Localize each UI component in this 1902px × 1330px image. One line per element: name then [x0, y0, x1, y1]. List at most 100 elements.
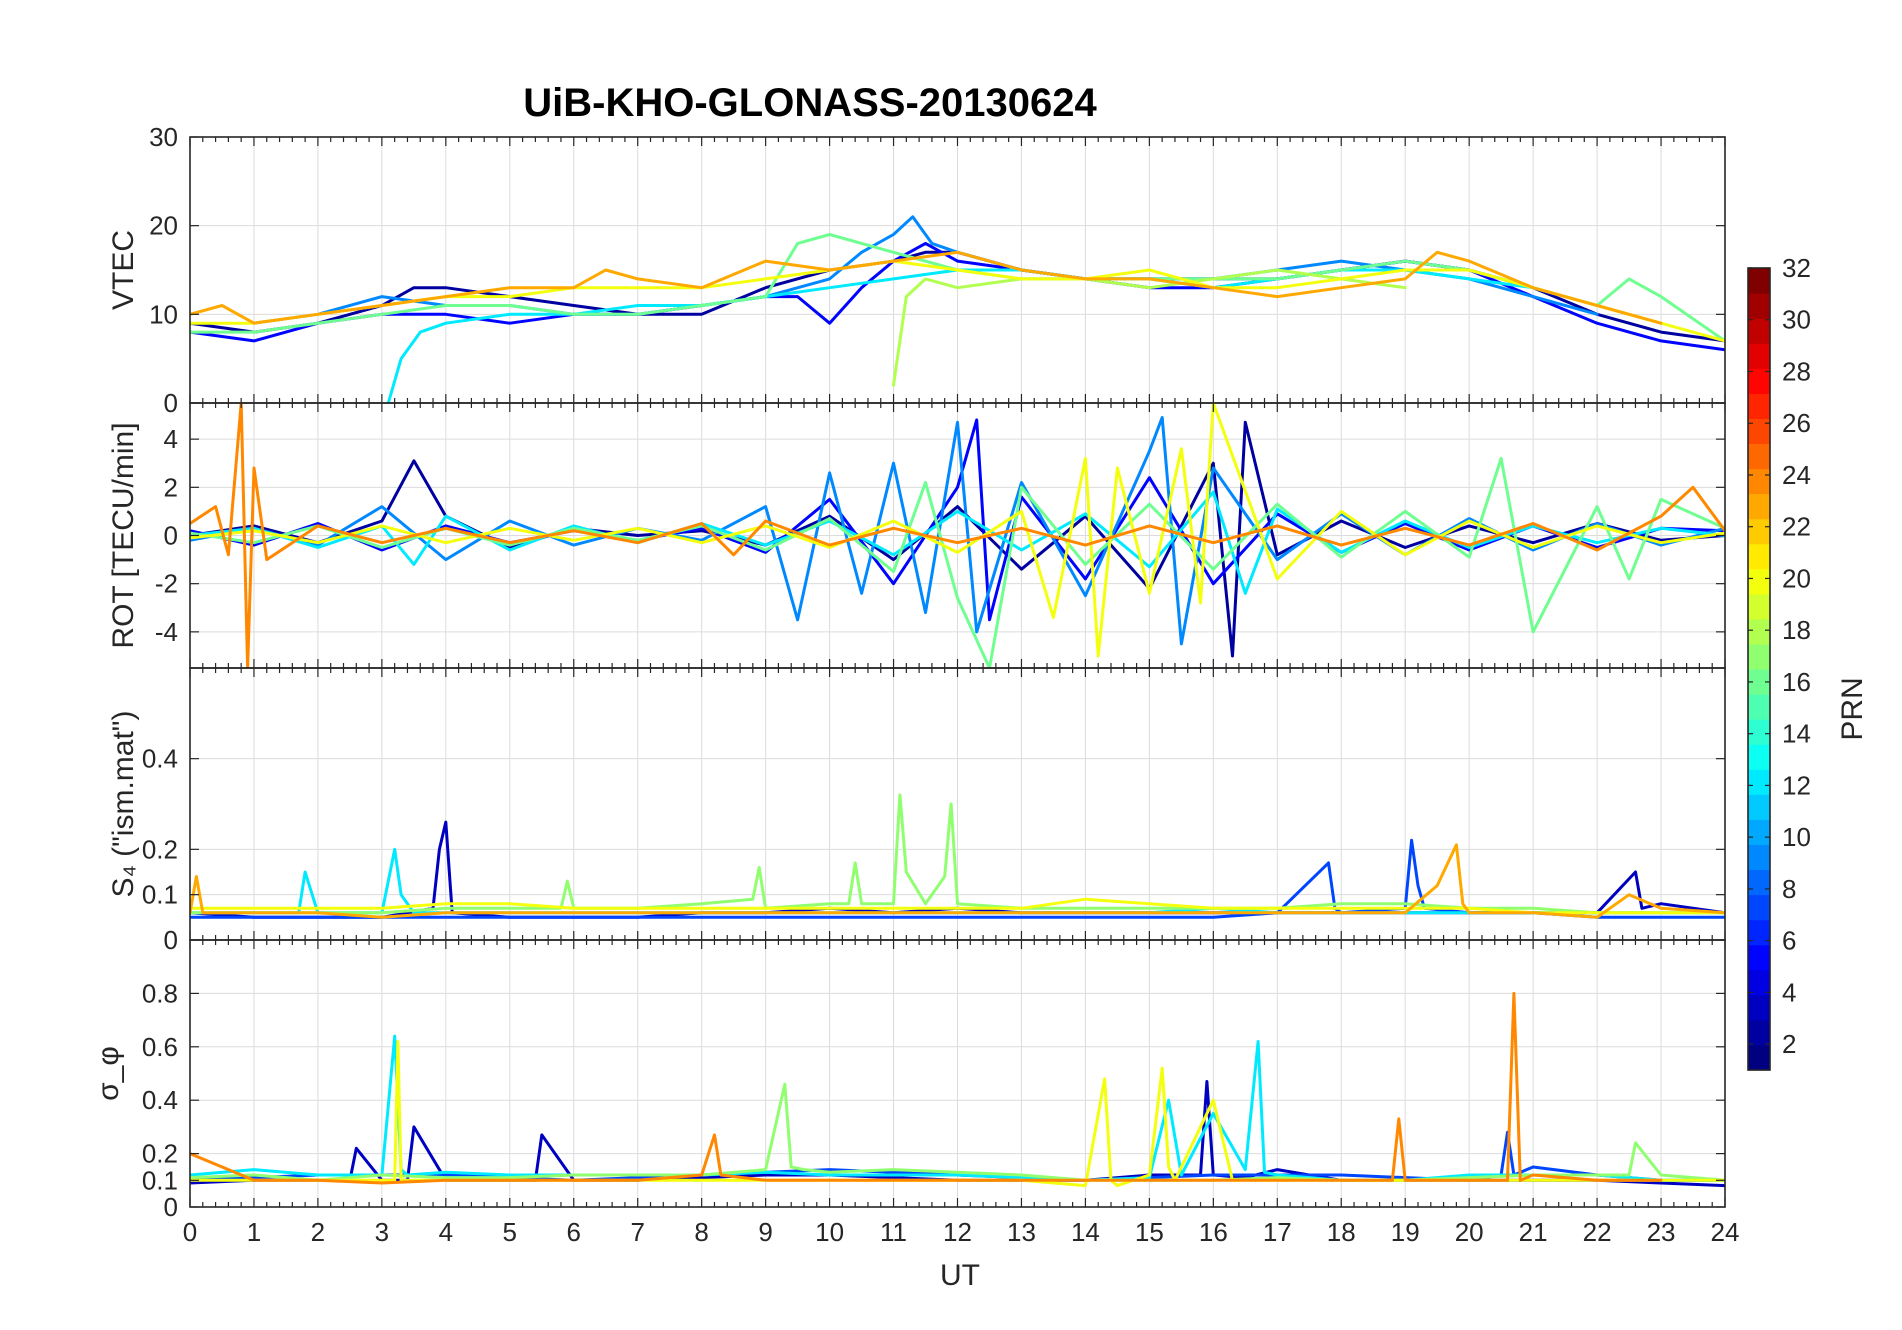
y-tick-label: 0: [164, 388, 178, 418]
colorbar-segment: [1748, 593, 1770, 620]
x-tick-label: 4: [439, 1217, 453, 1247]
colorbar-segment: [1748, 994, 1770, 1021]
colorbar-segment: [1748, 919, 1770, 946]
colorbar-segment: [1748, 969, 1770, 996]
colorbar-segment: [1748, 643, 1770, 670]
y-tick-label: 0.1: [142, 1165, 178, 1195]
colorbar-tick-label: 18: [1782, 615, 1811, 645]
y-tick-label: -4: [155, 617, 178, 647]
colorbar-segment: [1748, 293, 1770, 319]
x-tick-label: 3: [375, 1217, 389, 1247]
y-axis-label: VTEC: [107, 230, 140, 310]
x-tick-label: 12: [943, 1217, 972, 1247]
series-group: [190, 991, 1725, 1188]
x-tick-label: 10: [815, 1217, 844, 1247]
colorbar-segment: [1748, 694, 1770, 720]
panel-rot: -4 -2 0 2 4 ROT [TECU/min]: [107, 402, 1726, 669]
colorbar-segment: [1748, 568, 1770, 595]
y-tick-label: 0: [164, 1192, 178, 1222]
colorbar-segment: [1748, 618, 1770, 645]
x-tick-label: 23: [1647, 1217, 1676, 1247]
x-tick-label: 19: [1391, 1217, 1420, 1247]
colorbar-segment: [1748, 393, 1770, 419]
series-prn-20: [190, 403, 1725, 658]
series-group: [190, 793, 1725, 919]
x-tick-label: 14: [1071, 1217, 1100, 1247]
colorbar-tick-label: 20: [1782, 563, 1811, 593]
colorbar-segment: [1748, 819, 1770, 846]
panel-sigphi: 00.10.20.40.60.8σ_φ0 1 2 3 4 5 6 7 8 9 10 11 12 13 14 1…: [92, 939, 1740, 1247]
series-group: [190, 215, 1725, 403]
colorbar-segment: [1748, 518, 1770, 545]
x-tick-label: 15: [1135, 1217, 1164, 1247]
colorbar-segment: [1748, 493, 1770, 520]
colorbar-segment: [1748, 1044, 1770, 1071]
y-tick-label: 0.2: [142, 1139, 178, 1169]
x-tick-label: 21: [1519, 1217, 1548, 1247]
colorbar-segment: [1748, 794, 1770, 820]
colorbar-tick-label: 22: [1782, 512, 1811, 542]
colorbar-tick-label: 24: [1782, 460, 1811, 490]
x-tick-label: 18: [1327, 1217, 1356, 1247]
x-tick-label: 7: [630, 1217, 644, 1247]
series-prn-16: [190, 456, 1725, 668]
colorbar-frame: [1747, 267, 1771, 1071]
x-tick-label: 13: [1007, 1217, 1036, 1247]
series-prn-20: [190, 897, 1725, 915]
x-tick-label: 16: [1199, 1217, 1228, 1247]
x-tick-label: 6: [567, 1217, 581, 1247]
y-tick-label: 0.4: [142, 744, 178, 774]
y-tick-label: 0.1: [142, 880, 178, 910]
series-prn-23: [190, 250, 1663, 325]
series-prn-24: [190, 991, 1663, 1185]
colorbar-segment: [1748, 418, 1770, 445]
y-tick-label: 2: [164, 472, 178, 502]
y-tick-label: 0.2: [142, 834, 178, 864]
series-prn-23: [190, 843, 1725, 919]
colorbar-segment: [1748, 468, 1770, 495]
y-tick-label: 0: [164, 521, 178, 551]
colorbar-tick-label: 28: [1782, 356, 1811, 386]
x-tick-label: 1: [247, 1217, 261, 1247]
y-tick-label: 10: [149, 299, 178, 329]
y-tick-label: 0: [164, 925, 178, 955]
y-tick-label: 20: [149, 211, 178, 241]
colorbar-tick-label: 6: [1782, 926, 1796, 956]
colorbar-segment: [1748, 669, 1770, 695]
x-tick-label: 24: [1711, 1217, 1740, 1247]
y-tick-label: 30: [149, 122, 178, 152]
colorbar-segment: [1748, 844, 1770, 871]
colorbar-tick-label: 10: [1782, 822, 1811, 852]
colorbar-tick-label: 30: [1782, 305, 1811, 335]
colorbar-segment: [1748, 744, 1770, 770]
y-axis-label: σ_φ: [92, 1046, 125, 1101]
x-tick-label: 0: [183, 1217, 197, 1247]
y-axis-label: S₄ ("ism.mat"): [107, 711, 140, 898]
colorbar-segment: [1748, 343, 1770, 369]
y-tick-label: -2: [155, 569, 178, 599]
x-axis-label: UT: [940, 1259, 980, 1292]
colorbar-tick-label: 8: [1782, 874, 1796, 904]
colorbar-tick-label: 16: [1782, 667, 1811, 697]
colorbar-label: PRN: [1836, 677, 1869, 740]
colorbar-segment: [1748, 944, 1770, 971]
y-tick-label: 0.8: [142, 978, 178, 1008]
x-tick-label: 17: [1263, 1217, 1292, 1247]
y-axis-label: ROT [TECU/min]: [107, 422, 140, 648]
colorbar-segment: [1748, 318, 1770, 344]
series-group: [190, 403, 1725, 668]
colorbar-segment: [1748, 869, 1770, 896]
x-tick-label: 20: [1455, 1217, 1484, 1247]
colorbar-segment: [1748, 268, 1770, 294]
colorbar-segment: [1748, 368, 1770, 394]
panel-vtec: 0 10 20 30 VTEC: [107, 122, 1726, 418]
colorbar-tick-label: 14: [1782, 719, 1811, 749]
colorbar-tick-label: 26: [1782, 408, 1811, 438]
x-tick-label: 2: [311, 1217, 325, 1247]
x-tick-label: 9: [758, 1217, 772, 1247]
colorbar-tick-label: 2: [1782, 1029, 1796, 1059]
panel-s4: 0 0.1 0.2 0.4S₄ ("ism.mat"): [107, 667, 1726, 955]
